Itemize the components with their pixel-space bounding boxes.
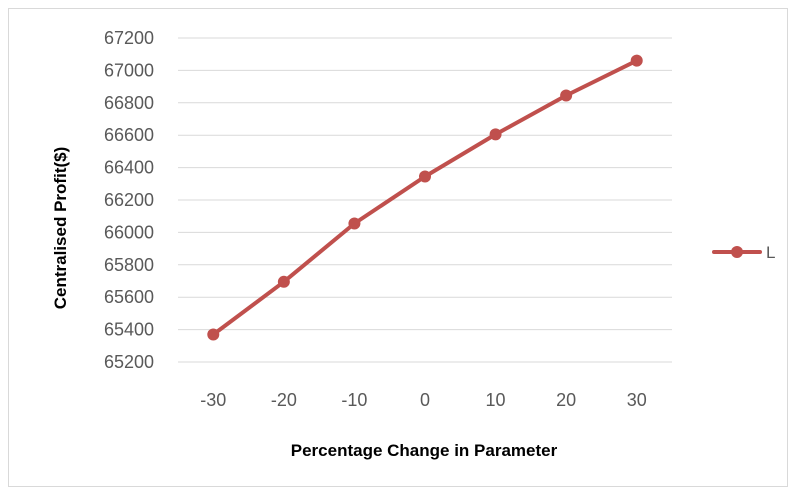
legend: L bbox=[712, 243, 775, 262]
data-point bbox=[630, 54, 643, 67]
y-tick-label: 66600 bbox=[104, 125, 154, 145]
y-tick-label: 66200 bbox=[104, 190, 154, 210]
x-tick-label: -10 bbox=[341, 390, 367, 410]
series-layer bbox=[207, 54, 643, 341]
chart-frame bbox=[8, 8, 788, 487]
data-point bbox=[348, 217, 361, 230]
y-tick-label: 65800 bbox=[104, 255, 154, 275]
data-point bbox=[419, 170, 431, 183]
y-tick-label: 67000 bbox=[104, 60, 154, 80]
x-tick-label: 0 bbox=[420, 390, 430, 410]
y-tick-label: 67200 bbox=[104, 28, 154, 48]
y-axis-title: Centralised Profit($) bbox=[51, 147, 70, 309]
gridlines bbox=[178, 37, 672, 363]
x-axis-title: Percentage Change in Parameter bbox=[291, 441, 558, 460]
y-axis-tick-labels: 65200 65400 65600 65800 66000 66200 66400 66600… bbox=[104, 28, 154, 372]
legend-marker-L bbox=[731, 246, 743, 258]
x-tick-label: -20 bbox=[271, 390, 297, 410]
x-axis-tick-labels: -30 -20 -10 0 10 20 30 bbox=[200, 390, 646, 410]
y-tick-label: 66400 bbox=[104, 158, 154, 178]
data-point bbox=[489, 128, 502, 141]
y-tick-label: 65200 bbox=[104, 352, 154, 372]
y-tick-label: 66800 bbox=[104, 93, 154, 113]
x-tick-label: 10 bbox=[486, 390, 506, 410]
data-point bbox=[207, 328, 220, 341]
x-tick-label: -30 bbox=[200, 390, 226, 410]
legend-label-L: L bbox=[766, 243, 775, 262]
x-tick-label: 20 bbox=[556, 390, 576, 410]
series-line-L bbox=[211, 58, 639, 337]
y-tick-label: 66000 bbox=[104, 222, 154, 242]
x-tick-label: 30 bbox=[627, 390, 647, 410]
y-tick-label: 65400 bbox=[104, 320, 154, 340]
data-point bbox=[560, 89, 573, 102]
data-point bbox=[277, 275, 290, 288]
y-tick-label: 65600 bbox=[104, 287, 154, 307]
